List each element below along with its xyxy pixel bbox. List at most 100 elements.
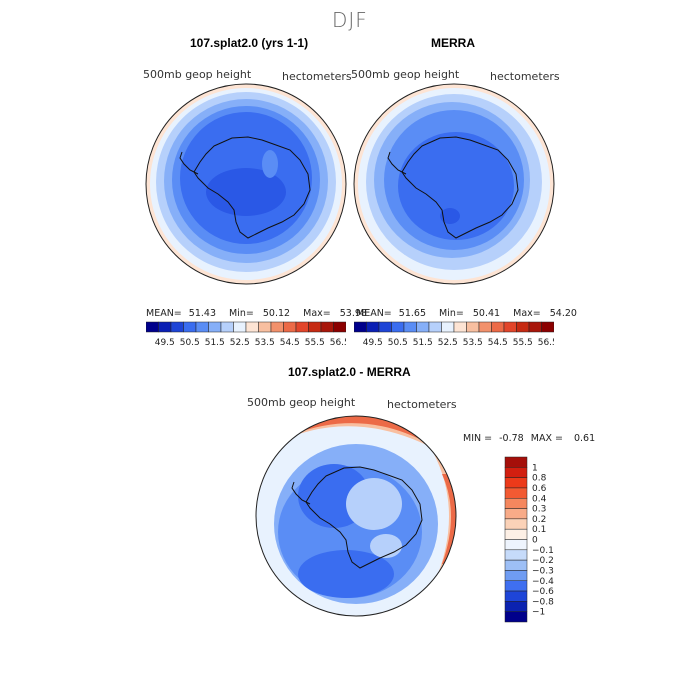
colorbar-tick-label: 0	[532, 536, 538, 546]
colorbar-swatch	[504, 570, 528, 581]
colorbar-tick-label: 53.5	[463, 338, 483, 348]
stat-max-value: 53.98	[339, 308, 367, 319]
polar-map-difference	[255, 415, 457, 617]
colorbar-swatch	[391, 321, 405, 333]
panel-1-field-label: 500mb geop height	[143, 68, 252, 81]
anomaly-negative-area	[298, 550, 394, 598]
colorbar-tick-label: 56.5	[330, 338, 346, 348]
antarctic-peninsula-outline	[387, 151, 407, 175]
colorbar-swatch	[504, 518, 528, 530]
panel-2-stats: MEAN= 51.65 Min= 50.41 Max= 54.20	[356, 308, 577, 319]
stat-mean-label: MEAN=	[356, 308, 392, 319]
colorbar-swatch	[504, 456, 528, 468]
map-low-region	[206, 168, 286, 216]
panel-2-title: MERRA	[431, 36, 475, 50]
colorbar-swatch	[308, 321, 322, 333]
map-border	[353, 83, 555, 285]
map-region	[398, 132, 514, 240]
panel-1-units-label: hectometers	[282, 70, 352, 83]
panel-2-field-label: 500mb geop height	[351, 68, 460, 81]
colorbar-swatch	[245, 321, 259, 333]
colorbar-swatch	[333, 321, 346, 333]
antarctica-outline	[193, 136, 311, 239]
panel-3-field-label: 500mb geop height	[247, 396, 356, 409]
colorbar-panel-2: 49.5 50.5 51.5 52.5 53.5 54.5 55.5 56.5	[354, 321, 554, 348]
colorbar-swatch	[233, 321, 247, 333]
colorbar-tick-label: 49.5	[363, 338, 383, 348]
colorbar-swatch	[516, 321, 530, 333]
stat-max-value: 54.20	[549, 308, 577, 319]
stat-max-label: Max=	[303, 308, 331, 319]
colorbar-swatch	[504, 580, 528, 592]
colorbar-swatch	[158, 321, 172, 333]
colorbar-tick-label: 0.6	[532, 484, 547, 494]
colorbar-tick-label: −0.1	[532, 546, 554, 556]
colorbar-tick-label: 49.5	[155, 338, 175, 348]
panel-1-stats: MEAN= 51.43 Min= 50.12 Max= 53.98	[146, 308, 367, 319]
antarctica-outline	[305, 466, 423, 569]
max-label: MAX =	[530, 433, 563, 444]
colorbar-swatch	[504, 528, 528, 540]
colorbar-swatch	[504, 611, 528, 623]
colorbar-swatch	[504, 590, 528, 602]
map-high-region	[262, 150, 278, 178]
colorbar-swatch	[378, 321, 392, 333]
colorbar-tick-label: 52.5	[230, 338, 250, 348]
page-title: DJF	[332, 8, 368, 32]
panel-2-units-label: hectometers	[490, 70, 560, 83]
colorbar-tick-label: −0.3	[532, 566, 554, 576]
polar-map-panel-2	[353, 83, 555, 285]
colorbar-swatch	[504, 487, 528, 499]
colorbar-swatch	[504, 559, 528, 571]
colorbar-tick-label: 54.5	[280, 338, 300, 348]
colorbar-tick-label: 55.5	[513, 338, 533, 348]
colorbar-tick-label: 0.3	[532, 505, 546, 515]
colorbar-swatch	[354, 321, 367, 333]
colorbar-tick-label: 51.5	[205, 338, 225, 348]
colorbar-tick-label: 54.5	[488, 338, 508, 348]
panel-3-units-label: hectometers	[387, 398, 457, 411]
min-label: MIN =	[463, 433, 493, 444]
colorbar-tick-label: 0.4	[532, 494, 547, 504]
colorbar-swatch	[220, 321, 234, 333]
colorbar-swatch	[541, 321, 554, 333]
antarctic-peninsula-outline	[291, 481, 311, 505]
colorbar-tick-label: 0.8	[532, 474, 547, 484]
colorbar-tick-label: 53.5	[255, 338, 275, 348]
colorbar-swatch	[428, 321, 442, 333]
panel-3-title: 107.splat2.0 - MERRA	[288, 365, 411, 379]
colorbar-swatch	[466, 321, 480, 333]
colorbar-swatch	[491, 321, 505, 333]
colorbar-tick-label: −0.2	[532, 556, 554, 566]
antarctic-peninsula-outline	[179, 151, 199, 175]
colorbar-tick-label: −0.6	[532, 587, 554, 597]
colorbar-tick-label: 51.5	[413, 338, 433, 348]
colorbar-tick-label: −0.4	[532, 577, 554, 587]
colorbar-swatch	[283, 321, 297, 333]
colorbar-tick-label: 0.1	[532, 525, 546, 535]
colorbar-swatch	[416, 321, 430, 333]
stat-min-label: Min=	[439, 308, 464, 319]
colorbar-tick-label: 52.5	[438, 338, 458, 348]
polar-map-panel-1	[145, 83, 347, 285]
colorbar-swatch	[270, 321, 284, 333]
anomaly-near-zero	[346, 478, 402, 530]
colorbar-swatch	[504, 508, 528, 520]
stat-min-value: 50.12	[262, 308, 291, 319]
panel-3-minmax: MIN = -0.78 MAX = 0.61	[463, 433, 595, 444]
colorbar-tick-label: −0.8	[532, 597, 554, 607]
colorbar-swatch	[504, 601, 528, 612]
colorbar-swatch	[504, 498, 528, 509]
colorbar-swatch	[258, 321, 272, 333]
min-value: -0.78	[499, 433, 524, 444]
map-border	[145, 83, 347, 285]
stat-max-label: Max=	[513, 308, 541, 319]
colorbar-swatch	[453, 321, 467, 333]
stat-mean-value: 51.43	[188, 308, 216, 319]
map-border	[255, 415, 457, 617]
colorbar-swatch	[170, 321, 184, 333]
colorbar-tick-label: 55.5	[305, 338, 325, 348]
colorbar-swatch	[504, 549, 528, 561]
colorbar-swatch	[295, 321, 309, 333]
colorbar-tick-label: −1	[532, 608, 545, 618]
